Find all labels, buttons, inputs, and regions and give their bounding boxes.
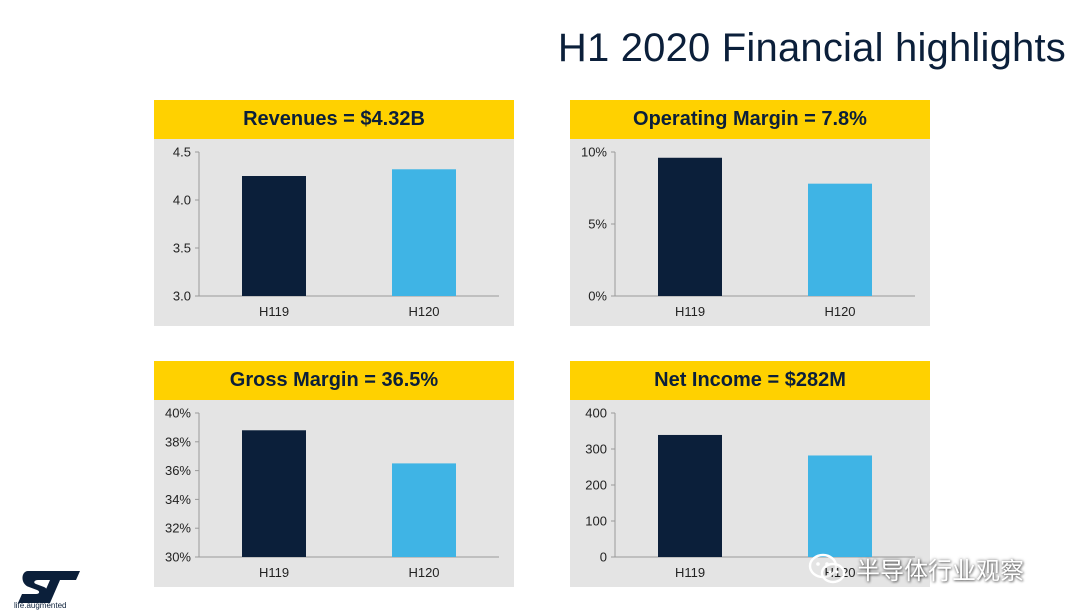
chart-area: 0 100 200 300 400 H119 H120	[570, 400, 930, 587]
y-tick-label: 38%	[165, 434, 191, 449]
bar-h119	[242, 430, 306, 557]
x-tick-label: H119	[675, 304, 705, 319]
y-tick-label: 100	[585, 514, 607, 529]
chart-title: Gross Margin = 36.5%	[154, 361, 514, 400]
y-tick-label: 34%	[165, 492, 191, 507]
wechat-icon	[808, 553, 846, 583]
bar-h119	[242, 176, 306, 296]
chart-title: Net Income = $282M	[570, 361, 930, 400]
chart-panel-operating-margin: Operating Margin = 7.8% 0% 5% 10% H119 H120	[570, 100, 930, 326]
x-tick-label: H120	[408, 304, 439, 319]
bar-chart-gross-margin: 30% 32% 34% 36% 38% 40% H119 H120	[165, 406, 499, 580]
bar-h119	[658, 434, 722, 557]
chart-panel-gross-margin: Gross Margin = 36.5% 30% 32% 34% 36% 38% 40% H…	[154, 361, 514, 587]
bar-h120	[392, 169, 456, 296]
y-tick-label: 3.0	[173, 289, 191, 304]
chart-area: 30% 32% 34% 36% 38% 40% H119 H120	[154, 400, 514, 587]
st-logo	[18, 571, 80, 603]
chart-panel-net-income: Net Income = $282M 0 100 200 300 400 H119 H120	[570, 361, 930, 587]
page-title: H1 2020 Financial highlights	[557, 26, 1066, 70]
bar-chart-operating-margin: 0% 5% 10% H119 H120	[581, 145, 915, 319]
watermark: 半导体行业观察	[808, 551, 1024, 586]
bar-chart-revenues: 3.0 3.5 4.0 4.5 H119 H120	[173, 145, 499, 319]
logo-tagline: life.augmented	[14, 601, 67, 610]
y-tick-label: 3.5	[173, 241, 191, 256]
bar-h119	[658, 157, 722, 296]
y-tick-label: 10%	[581, 145, 607, 160]
x-tick-label: H119	[259, 304, 289, 319]
x-tick-label: H120	[408, 565, 439, 580]
chart-title: Revenues = $4.32B	[154, 100, 514, 139]
y-tick-label: 40%	[165, 406, 191, 421]
x-tick-label: H120	[824, 565, 855, 580]
y-tick-label: 200	[585, 478, 607, 493]
y-tick-label: 0%	[588, 289, 607, 304]
chart-area: 3.0 3.5 4.0 4.5 H119 H120	[154, 139, 514, 326]
y-tick-label: 0	[600, 550, 607, 565]
x-tick-label: H119	[675, 565, 705, 580]
bar-h120	[808, 183, 872, 296]
bar-h120	[392, 463, 456, 557]
y-tick-label: 4.5	[173, 145, 191, 160]
chart-panel-revenues: Revenues = $4.32B 3.0 3.5 4.0 4.5 H119 H120	[154, 100, 514, 326]
y-tick-label: 32%	[165, 521, 191, 536]
watermark-text: 半导体行业观察	[856, 557, 1024, 585]
x-tick-label: H119	[259, 565, 289, 580]
bar-h120	[808, 455, 872, 557]
chart-area: 0% 5% 10% H119 H120	[570, 139, 930, 326]
x-tick-label: H120	[824, 304, 855, 319]
chart-title: Operating Margin = 7.8%	[570, 100, 930, 139]
y-tick-label: 400	[585, 406, 607, 421]
y-tick-label: 30%	[165, 550, 191, 565]
bar-chart-net-income: 0 100 200 300 400 H119 H120	[585, 406, 915, 580]
y-tick-label: 36%	[165, 463, 191, 478]
y-tick-label: 300	[585, 442, 607, 457]
y-tick-label: 4.0	[173, 193, 191, 208]
y-tick-label: 5%	[588, 217, 607, 232]
